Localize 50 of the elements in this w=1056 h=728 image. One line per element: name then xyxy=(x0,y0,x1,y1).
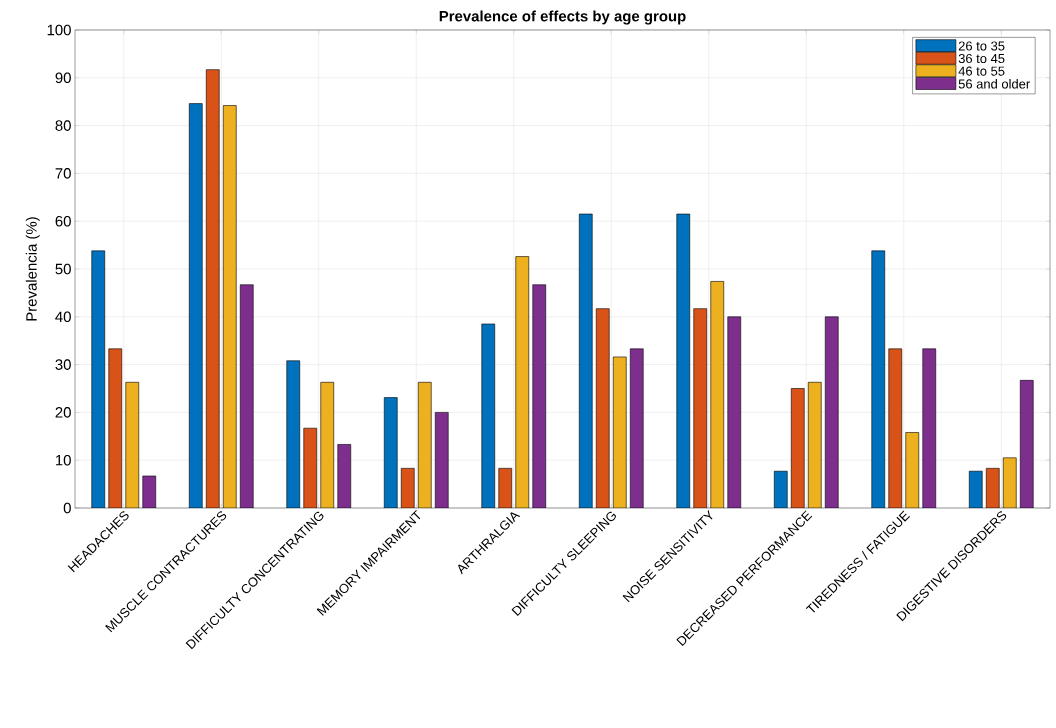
bar xyxy=(239,284,254,508)
bar xyxy=(434,412,449,508)
y-tick-label: 20 xyxy=(55,407,71,418)
chart-title: Prevalence of effects by age group xyxy=(439,10,686,25)
y-tick-label: 60 xyxy=(55,215,71,227)
legend-label: 56 and older xyxy=(958,79,1030,89)
bar xyxy=(710,281,725,508)
bar xyxy=(905,432,920,508)
bar xyxy=(303,427,318,508)
bar xyxy=(205,69,220,508)
bar xyxy=(91,250,106,508)
bar xyxy=(515,256,530,508)
y-tick-label: 70 xyxy=(55,168,71,179)
legend-label: 46 to 55 xyxy=(958,66,1005,76)
bar xyxy=(807,381,822,508)
bar xyxy=(871,250,886,508)
bar xyxy=(320,381,335,508)
bar xyxy=(790,388,805,508)
bar xyxy=(188,103,203,508)
bar xyxy=(922,348,937,508)
bar xyxy=(125,381,140,508)
bar xyxy=(286,360,301,508)
y-tick-label: 50 xyxy=(55,263,71,275)
bar xyxy=(824,316,839,508)
bar xyxy=(676,213,691,508)
legend-label: 26 to 35 xyxy=(958,41,1005,51)
bar xyxy=(629,348,644,508)
bar xyxy=(578,213,593,508)
y-tick-label: 80 xyxy=(55,120,71,131)
y-tick-label: 30 xyxy=(55,359,71,370)
bar xyxy=(383,397,398,508)
bar xyxy=(337,444,352,508)
y-tick-label: 40 xyxy=(55,311,71,323)
bar xyxy=(481,323,496,508)
bar xyxy=(1002,457,1017,508)
bar xyxy=(108,348,123,508)
bar xyxy=(612,356,627,508)
bar xyxy=(595,308,610,508)
bar xyxy=(888,348,903,508)
legend-label: 36 to 45 xyxy=(958,53,1005,64)
bar xyxy=(693,308,708,508)
bar xyxy=(727,316,742,508)
y-tick-label: 90 xyxy=(55,72,71,84)
y-tick-label: 10 xyxy=(56,454,71,466)
bar xyxy=(532,284,547,508)
bar xyxy=(222,105,237,508)
bar xyxy=(1019,380,1034,508)
y-axis-title: Prevalencia (%) xyxy=(25,217,40,321)
bar xyxy=(417,381,432,508)
y-tick-label: 100 xyxy=(47,24,71,36)
